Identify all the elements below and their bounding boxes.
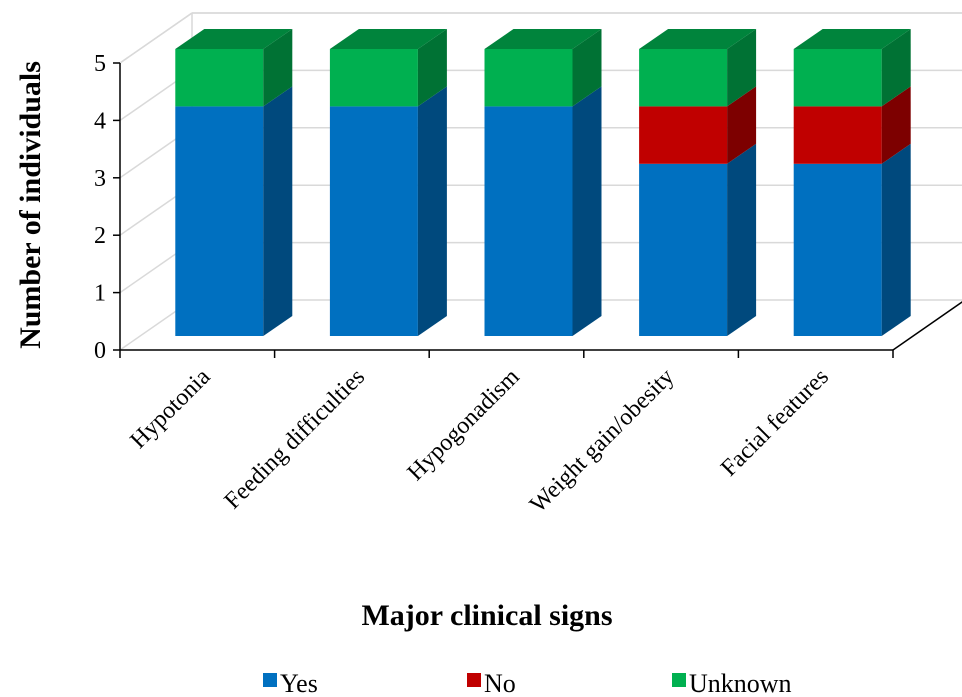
bar-top [793, 29, 911, 49]
legend-swatch-yes [263, 673, 277, 687]
legend-label-yes: Yes [280, 669, 318, 697]
bar-side-yes [417, 86, 447, 337]
floor-right-edge [892, 301, 962, 351]
bar-segment-yes [793, 163, 882, 336]
y-axis-title: Number of individuals [14, 61, 47, 349]
y-tick-label: 5 [94, 51, 106, 77]
bar-segment-unknown [639, 49, 728, 107]
x-tick-label: Hypotonia [126, 364, 216, 454]
bar-side-yes [572, 86, 602, 337]
bar-side-unknown [881, 29, 911, 107]
bar-segment-unknown [329, 49, 418, 107]
legend-swatch-no [467, 673, 481, 687]
bar-top [329, 29, 447, 49]
bar-segment-yes [484, 106, 573, 337]
bars [175, 29, 911, 337]
bar-top [484, 29, 602, 49]
bar-side-unknown [572, 29, 602, 107]
bar-segment-unknown [484, 49, 573, 107]
bar-side-yes [263, 86, 293, 337]
y-tick-label: 2 [94, 223, 106, 249]
x-tick-labels: Hypotonia Feeding difficulties Hypogonadis… [126, 364, 834, 518]
bar-segment-unknown [175, 49, 264, 107]
y-tick-label: 4 [94, 108, 106, 134]
legend-swatch-unknown [672, 673, 686, 687]
bar-side-unknown [417, 29, 447, 107]
legend-label-unknown: Unknown [689, 669, 792, 697]
bar-side-yes [727, 143, 757, 336]
bar-segment-no [793, 106, 882, 164]
bar-segment-no [639, 106, 728, 164]
bar-segment-unknown [793, 49, 882, 107]
legend: Yes No Unknown [263, 669, 792, 697]
x-tick-label: Feeding difficulties [220, 364, 371, 515]
legend-label-no: No [484, 669, 516, 697]
bar-top [175, 29, 293, 49]
x-tick-label: Hypogonadism [403, 364, 525, 486]
y-tick-label: 0 [94, 338, 106, 364]
x-axis-title: Major clinical signs [361, 599, 612, 632]
y-tick-label: 1 [94, 281, 106, 307]
x-tick-label: Facial features [716, 364, 834, 482]
bar-segment-yes [329, 106, 418, 337]
axes [113, 62, 962, 358]
bar-segment-yes [175, 106, 264, 337]
y-tick-labels: 0 1 2 3 4 5 [94, 51, 106, 364]
bar-segment-yes [639, 163, 728, 336]
x-tick-label: Weight gain/obesity [525, 364, 679, 518]
bar-top [639, 29, 757, 49]
y-tick-label: 3 [94, 166, 106, 192]
bar-side-no [881, 86, 911, 164]
bar-side-unknown [263, 29, 293, 107]
bar-side-unknown [727, 29, 757, 107]
bar-side-yes [881, 143, 911, 336]
gridline-side [119, 12, 193, 64]
bar-side-no [727, 86, 757, 164]
